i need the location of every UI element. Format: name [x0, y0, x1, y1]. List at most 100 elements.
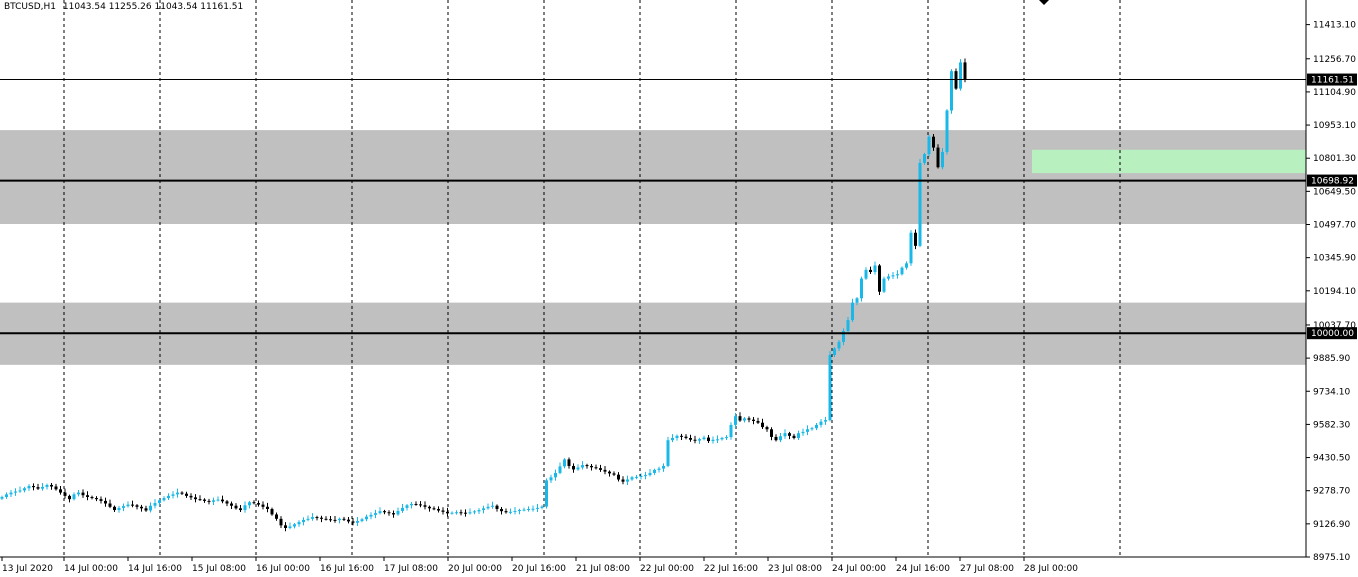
candle-body	[288, 526, 292, 528]
candle-body	[653, 469, 656, 473]
candle-body	[626, 479, 629, 482]
candle-body	[414, 503, 418, 505]
y-tick-label: 10953.10	[1313, 121, 1356, 131]
candle-body	[657, 468, 661, 470]
candle-body	[527, 508, 530, 510]
grid-layer	[63, 0, 1121, 557]
price-label-bg	[1307, 174, 1357, 187]
candle-body	[171, 494, 175, 496]
candle-body	[234, 505, 238, 509]
candle-body	[959, 62, 962, 89]
price-label-bg	[1307, 73, 1357, 86]
candle-body	[423, 505, 427, 507]
x-tick-label: 16 Jul 16:00	[320, 564, 374, 574]
candle-body	[738, 416, 742, 421]
candle-body	[432, 508, 436, 510]
candle-body	[401, 507, 404, 511]
candle-body	[765, 427, 769, 430]
y-tick-label: 10649.50	[1313, 187, 1356, 197]
candle-body	[536, 507, 539, 509]
candle-body	[914, 232, 917, 246]
horizontal-lines-layer	[0, 79, 1306, 335]
candle-body	[617, 474, 620, 480]
candle-body	[90, 496, 94, 499]
candle-body	[473, 511, 476, 513]
candle-body	[846, 320, 850, 332]
y-tick-label: 9885.90	[1313, 354, 1350, 364]
candle-body	[891, 275, 895, 277]
candle-body	[320, 517, 323, 519]
candle-body	[419, 504, 422, 506]
candle-body	[509, 511, 512, 513]
candle-body	[635, 476, 638, 478]
candle-body	[797, 433, 800, 439]
candle-body	[149, 505, 152, 511]
x-tick-label: 16 Jul 00:00	[256, 564, 310, 574]
y-tick-label: 10497.70	[1313, 221, 1356, 231]
candle-body	[482, 508, 485, 511]
candle-body	[756, 420, 760, 423]
candle-body	[122, 506, 125, 508]
arrow-down-icon	[1039, 0, 1049, 5]
candle-body	[621, 479, 625, 482]
candle-body	[504, 511, 508, 513]
candle-body	[936, 147, 940, 168]
candle-body	[158, 500, 161, 504]
candle-body	[639, 476, 643, 478]
symbol-header: BTCUSD,H1 11043.54 11255.26 11043.54 111…	[4, 2, 247, 12]
candle-body	[815, 424, 818, 429]
x-tick-label: 27 Jul 08:00	[960, 564, 1014, 574]
x-tick-label: 20 Jul 16:00	[512, 564, 566, 574]
x-tick-label: 17 Jul 08:00	[384, 564, 438, 574]
candle-body	[306, 518, 310, 520]
y-tick-label: 10194.10	[1313, 287, 1356, 297]
candle-body	[684, 436, 688, 439]
candle-body	[693, 439, 697, 441]
candle-body	[648, 472, 652, 476]
candle-body	[707, 437, 710, 442]
zone-0	[0, 130, 1306, 225]
candle-body	[189, 495, 193, 498]
candle-body	[302, 519, 305, 523]
candle-body	[131, 504, 134, 506]
candle-body	[374, 513, 377, 515]
candle-body	[59, 489, 62, 493]
candle-body	[144, 508, 148, 511]
x-tick-label: 24 Jul 16:00	[896, 564, 950, 574]
candle-body	[342, 518, 346, 520]
candle-body	[437, 508, 440, 511]
candle-body	[140, 506, 143, 509]
candle-body	[329, 519, 332, 521]
candle-body	[851, 302, 854, 321]
candle-body	[833, 348, 836, 356]
candle-body	[896, 274, 899, 276]
candle-body	[135, 505, 139, 507]
candle-body	[347, 519, 350, 522]
x-tick-label: 13 Jul 2020	[2, 564, 53, 574]
y-tick-label: 9734.10	[1313, 387, 1350, 397]
candle-body	[356, 520, 359, 523]
candle-body	[882, 278, 886, 292]
candle-body	[360, 519, 364, 521]
x-tick-label: 24 Jul 00:00	[832, 564, 886, 574]
candle-body	[518, 510, 521, 512]
candle-body	[819, 421, 823, 425]
candle-body	[315, 517, 319, 519]
candle-body	[603, 469, 607, 472]
candle-body	[923, 154, 926, 163]
candle-body	[99, 499, 103, 501]
x-tick-label: 22 Jul 16:00	[704, 564, 758, 574]
candle-body	[644, 475, 647, 477]
candle-body	[207, 500, 211, 502]
candle-body	[221, 499, 224, 502]
candle-body	[531, 508, 535, 510]
candle-body	[932, 136, 935, 148]
candle-body	[293, 524, 296, 527]
candle-body	[747, 418, 751, 420]
candle-body	[108, 503, 112, 507]
candle-body	[311, 517, 314, 519]
x-tick-label: 23 Jul 08:00	[768, 564, 822, 574]
candle-body	[270, 508, 274, 515]
